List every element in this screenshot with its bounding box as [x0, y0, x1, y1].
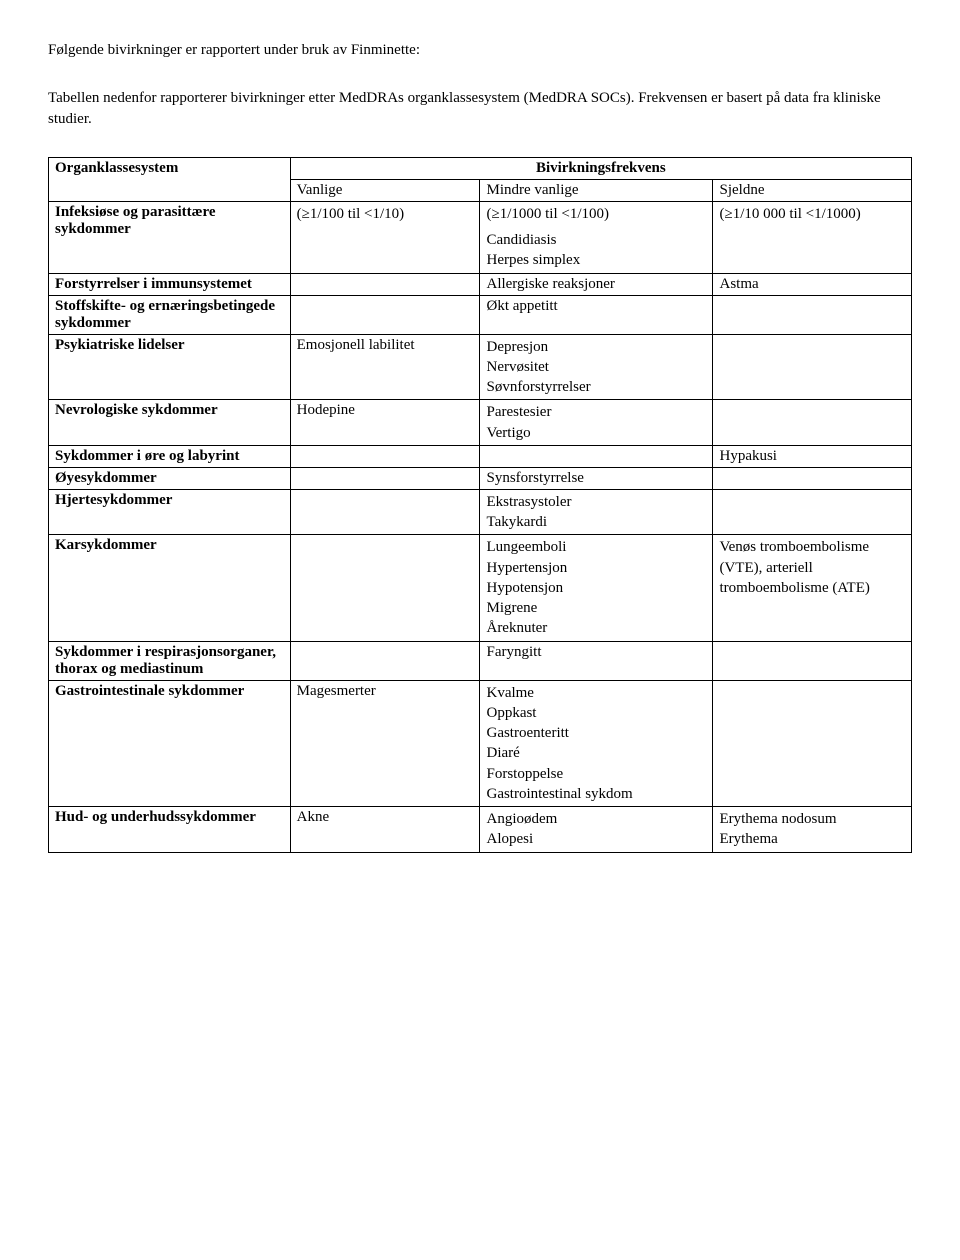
table-row: Karsykdommer Lungeemboli Hypertensjon Hy…: [49, 535, 912, 641]
table-row: Gastrointestinale sykdommer Magesmerter …: [49, 680, 912, 807]
cell-rare-empty: [713, 262, 912, 273]
cell-common: [290, 641, 480, 680]
cell-common: Magesmerter: [290, 680, 480, 807]
cell-uncommon: Lungeemboli Hypertensjon Hypotensjon Mig…: [480, 535, 713, 641]
header-organ-system: Organklassesystem: [49, 157, 291, 201]
freq-common: (≥1/100 til <1/10): [297, 204, 474, 224]
cell-text: Hypertensjon: [486, 558, 706, 578]
table-row: Sykdommer i respirasjonsorganer, thorax …: [49, 641, 912, 680]
cell-uncommon: Økt appetitt: [480, 295, 713, 334]
row-label: Forstyrrelser i immunsystemet: [49, 273, 291, 295]
cell-uncommon: (≥1/1000 til <1/100) Candidiasis Herpes …: [480, 201, 713, 273]
cell-rare: Astma: [713, 273, 912, 295]
intro-paragraph-2: Tabellen nedenfor rapporterer bivirkning…: [48, 88, 912, 129]
cell-text: Nervøsitet: [486, 357, 706, 377]
table-row: Hjertesykdommer Ekstrasystoler Takykardi: [49, 489, 912, 535]
cell-rare: [713, 334, 912, 400]
cell-common: [290, 467, 480, 489]
row-label: Stoffskifte- og ernæringsbetingede sykdo…: [49, 295, 291, 334]
cell-common: Emosjonell labilitet: [290, 334, 480, 400]
cell-rare: (≥1/10 000 til <1/1000): [713, 201, 912, 262]
cell-text: Migrene: [486, 598, 706, 618]
row-label: Øyesykdommer: [49, 467, 291, 489]
table-row: Øyesykdommer Synsforstyrrelse: [49, 467, 912, 489]
cell-uncommon: Depresjon Nervøsitet Søvnforstyrrelser: [480, 334, 713, 400]
cell-text: Åreknuter: [486, 618, 706, 638]
header-uncommon: Mindre vanlige: [480, 179, 713, 201]
cell-common: Akne: [290, 807, 480, 853]
cell-text: Lungeemboli: [486, 537, 706, 557]
table-row: Nevrologiske sykdommer Hodepine Parestes…: [49, 400, 912, 446]
cell-common: [290, 273, 480, 295]
cell-common: [290, 489, 480, 535]
cell-text: Herpes simplex: [486, 250, 706, 270]
cell-rare: [713, 489, 912, 535]
cell-text: Oppkast: [486, 703, 706, 723]
cell-rare: Venøs tromboembolisme (VTE), arteriell t…: [713, 535, 912, 641]
cell-uncommon: [480, 445, 713, 467]
intro-paragraph-1: Følgende bivirkninger er rapportert unde…: [48, 40, 912, 60]
cell-uncommon: Kvalme Oppkast Gastroenteritt Diaré Fors…: [480, 680, 713, 807]
cell-text: Erythema nodosum: [719, 809, 905, 829]
cell-text: Takykardi: [486, 512, 706, 532]
cell-common: [290, 535, 480, 641]
row-label: Hud- og underhudssykdommer: [49, 807, 291, 853]
row-label: Psykiatriske lidelser: [49, 334, 291, 400]
cell-uncommon: Angioødem Alopesi: [480, 807, 713, 853]
row-label: Sykdommer i respirasjonsorganer, thorax …: [49, 641, 291, 680]
cell-uncommon: Faryngitt: [480, 641, 713, 680]
freq-rare: (≥1/10 000 til <1/1000): [719, 204, 905, 224]
cell-text: Diaré: [486, 743, 706, 763]
table-row: Infeksiøse og parasittære sykdommer (≥1/…: [49, 201, 912, 262]
cell-common: Hodepine: [290, 400, 480, 446]
adverse-effects-table: Organklassesystem Bivirkningsfrekvens Va…: [48, 157, 912, 853]
header-common: Vanlige: [290, 179, 480, 201]
cell-text: Gastrointestinal sykdom: [486, 784, 706, 804]
cell-rare: [713, 641, 912, 680]
cell-rare: [713, 400, 912, 446]
table-header-row-1: Organklassesystem Bivirkningsfrekvens: [49, 157, 912, 179]
row-label: Infeksiøse og parasittære sykdommer: [49, 201, 291, 273]
cell-text: Erythema: [719, 829, 905, 849]
cell-text: Vertigo: [486, 423, 706, 443]
cell-common: (≥1/100 til <1/10): [290, 201, 480, 273]
header-rare: Sjeldne: [713, 179, 912, 201]
row-label: Sykdommer i øre og labyrint: [49, 445, 291, 467]
row-label: Hjertesykdommer: [49, 489, 291, 535]
cell-text: Angioødem: [486, 809, 706, 829]
cell-common: [290, 445, 480, 467]
cell-text: Hypotensjon: [486, 578, 706, 598]
cell-uncommon: Parestesier Vertigo: [480, 400, 713, 446]
cell-uncommon: Ekstrasystoler Takykardi: [480, 489, 713, 535]
row-label: Nevrologiske sykdommer: [49, 400, 291, 446]
table-row: Forstyrrelser i immunsystemet Allergiske…: [49, 273, 912, 295]
cell-text: Candidiasis: [486, 230, 706, 250]
cell-rare: [713, 295, 912, 334]
header-frequency: Bivirkningsfrekvens: [290, 157, 911, 179]
cell-text: Søvnforstyrrelser: [486, 377, 706, 397]
cell-common: [290, 295, 480, 334]
table-row: Stoffskifte- og ernæringsbetingede sykdo…: [49, 295, 912, 334]
cell-text: Parestesier: [486, 402, 706, 422]
cell-text: Ekstrasystoler: [486, 492, 706, 512]
freq-uncommon: (≥1/1000 til <1/100): [486, 204, 706, 224]
table-row: Hud- og underhudssykdommer Akne Angioøde…: [49, 807, 912, 853]
cell-rare: [713, 680, 912, 807]
cell-uncommon: Synsforstyrrelse: [480, 467, 713, 489]
cell-rare: Erythema nodosum Erythema: [713, 807, 912, 853]
cell-rare: Hypakusi: [713, 445, 912, 467]
table-row: Psykiatriske lidelser Emosjonell labilit…: [49, 334, 912, 400]
cell-text: Venøs tromboembolisme (VTE), arteriell t…: [719, 537, 905, 598]
cell-text: Depresjon: [486, 337, 706, 357]
table-row: Sykdommer i øre og labyrint Hypakusi: [49, 445, 912, 467]
cell-text: Alopesi: [486, 829, 706, 849]
cell-uncommon: Allergiske reaksjoner: [480, 273, 713, 295]
cell-text: Forstoppelse: [486, 764, 706, 784]
cell-rare: [713, 467, 912, 489]
row-label: Gastrointestinale sykdommer: [49, 680, 291, 807]
row-label: Karsykdommer: [49, 535, 291, 641]
cell-text: Gastroenteritt: [486, 723, 706, 743]
cell-text: Kvalme: [486, 683, 706, 703]
